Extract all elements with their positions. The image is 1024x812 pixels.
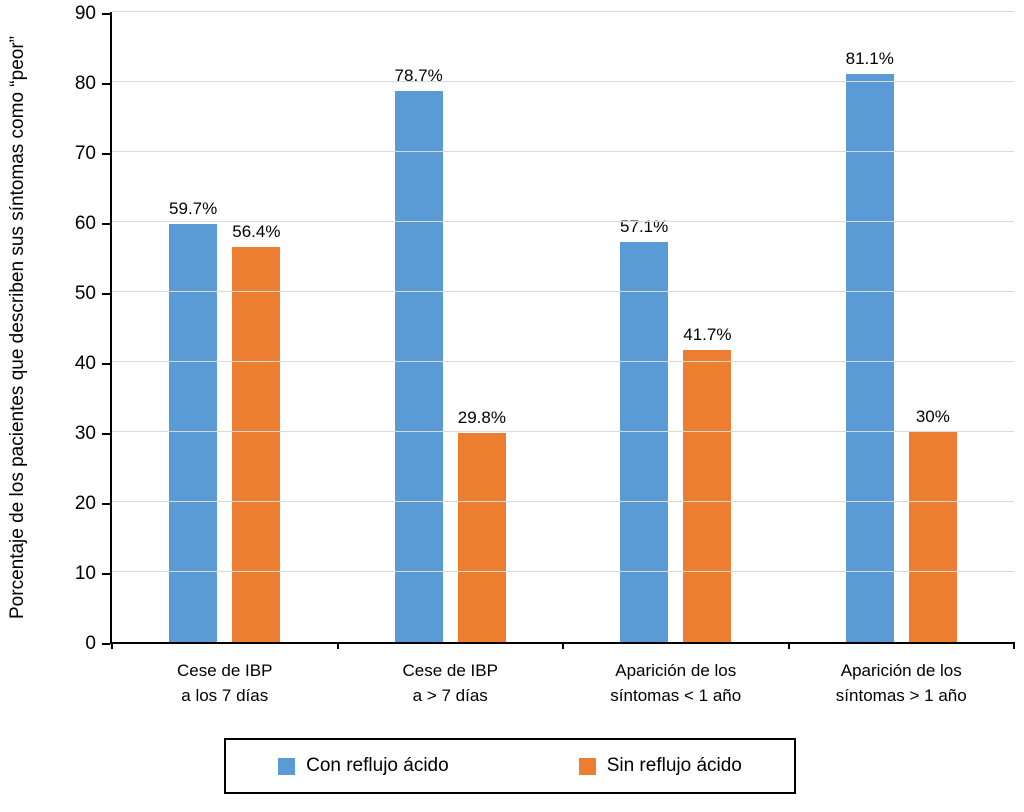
gridline [112,361,1014,362]
plot-column: 59.7% 56.4% 78.7% 29.8% 57.1% 41.7% 81.1% 30% C… [110,11,1015,708]
y-axis-tick-mark [102,153,110,155]
x-axis-tick-mark [1013,642,1015,649]
gridline [112,291,1014,292]
bar-group: 78.7% 29.8% [338,66,564,642]
bar [908,432,957,642]
value-label: 56.4% [232,222,281,242]
bar-column: 29.8% [458,408,506,642]
y-axis-tick-mark [102,363,110,365]
x-tick-label: Cese de IBP a los 7 días [177,661,273,705]
value-label: 59.7% [169,199,218,219]
y-axis-tick-mark [102,503,110,505]
gridline [112,431,1014,432]
y-tick-label: 10 [74,563,96,584]
bar [683,350,732,642]
y-tick-label: 40 [74,353,96,374]
bar-group: 81.1% 30% [789,49,1015,642]
y-tick-label: 20 [74,493,96,514]
y-axis-tick-mark [102,573,110,575]
gridline [112,571,1014,572]
legend-swatch [578,757,596,775]
legend-wrap: Con reflujo ácido Sin reflujo ácido [6,738,1014,795]
y-tick-label: 0 [85,633,96,654]
y-tick-label: 30 [74,423,96,444]
bar [620,242,669,642]
x-axis-tick-mark [787,642,790,649]
gridline [112,501,1014,502]
x-axis-tick-mark [111,642,113,649]
x-axis-tick-mark [336,642,339,649]
bar-column: 56.4% [232,222,280,642]
y-axis-tick-mark [102,433,110,435]
legend-label: Con reflujo ácido [306,755,449,777]
plot-area: 59.7% 56.4% 78.7% 29.8% 57.1% 41.7% 81.1% 30% [110,11,1015,649]
y-axis-tick-mark [102,293,110,295]
legend-swatch [278,757,296,775]
y-axis-ticks: 0 10 20 30 40 50 60 70 80 90 [62,3,110,654]
y-tick-label: 50 [74,283,96,304]
gridline [112,151,1014,152]
x-axis-labels: Cese de IBP a los 7 días Cese de IBP a > … [112,659,1014,708]
y-tick-label: 80 [74,73,96,94]
bar [457,433,506,642]
value-label: 57.1% [620,217,669,237]
bar-column: 41.7% [683,325,731,642]
value-label: 78.7% [394,66,443,86]
x-axis-tick-mark [562,642,564,649]
bar-group: 59.7% 56.4% [112,199,338,642]
y-axis-tick-mark [102,223,110,225]
legend-item: Sin reflujo ácido [578,755,742,777]
bar-column: 81.1% [846,49,894,642]
bar-group: 57.1% 41.7% [563,217,789,642]
chart-main: Porcentaje de los pacientes que describe… [6,3,1015,708]
y-tick-label: 70 [74,143,96,164]
bar-groups: 59.7% 56.4% 78.7% 29.8% 57.1% 41.7% 81.1% 30% [112,12,1014,642]
bar [845,74,894,642]
y-tick-label: 90 [74,3,96,24]
bar-column: 30% [908,407,957,642]
y-axis-tick-mark [102,83,110,85]
x-tick-label: Cese de IBP a > 7 días [402,661,498,705]
legend-item: Con reflujo ácido [278,755,449,777]
y-tick-label: 60 [74,213,96,234]
gridline [112,221,1014,222]
legend: Con reflujo ácido Sin reflujo ácido [224,738,796,795]
bar-column: 59.7% [169,199,217,642]
bar [394,91,443,642]
bar [232,247,281,642]
y-axis-tick-mark [102,643,110,645]
value-label: 30% [915,407,950,426]
gridline [112,81,1014,82]
x-tick-label: Aparición de los síntomas < 1 año [610,661,742,705]
bar [169,224,218,642]
value-label: 29.8% [457,408,506,428]
legend-label: Sin reflujo ácido [606,755,742,777]
gridline [112,11,1014,12]
bar-column: 57.1% [620,217,668,642]
x-tick-label: Aparición de los síntomas > 1 año [835,661,967,705]
y-axis-tick-mark [102,13,110,15]
value-label: 81.1% [845,49,894,69]
bar-column: 78.7% [395,66,443,642]
value-label: 41.7% [683,325,732,345]
y-axis-title: Porcentaje de los pacientes que describe… [7,36,28,620]
